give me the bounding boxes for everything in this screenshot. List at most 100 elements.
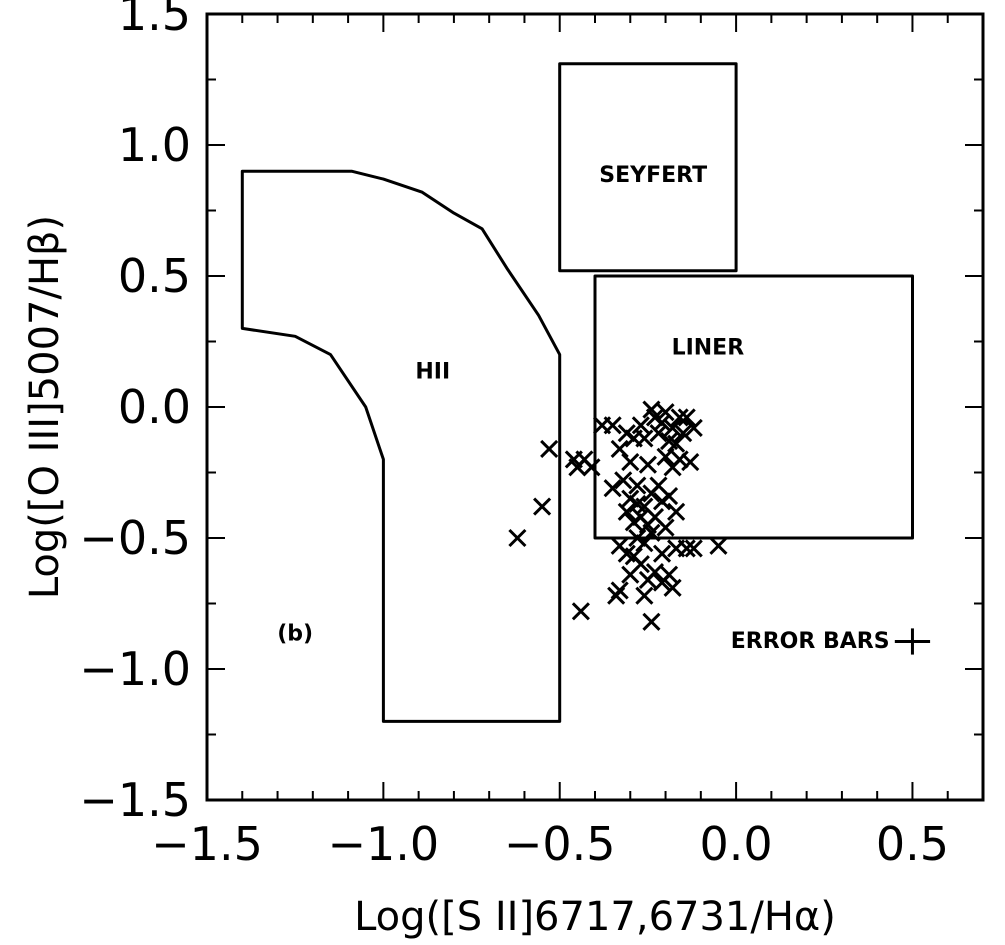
annotations: (b) ERROR BARS <box>277 621 889 654</box>
data-point-stroke <box>684 418 703 438</box>
data-point <box>628 494 647 514</box>
data-point-stroke <box>663 578 682 597</box>
data-point-stroke <box>628 494 647 514</box>
data-point <box>652 544 672 563</box>
data-point <box>667 502 686 521</box>
data-point-stroke <box>649 424 668 443</box>
y-tick-label: −1.0 <box>79 642 191 696</box>
data-point <box>642 612 661 631</box>
data-point <box>667 434 686 453</box>
data-point <box>663 578 682 597</box>
data-point <box>649 424 668 443</box>
x-axis-label: Log([S II]6717,6731/Hα) <box>354 894 836 940</box>
data-point <box>624 513 643 532</box>
data-point-stroke <box>635 497 654 516</box>
data-point <box>660 487 679 506</box>
data-point <box>635 429 654 448</box>
region-liner-boundary <box>593 274 914 540</box>
data-point-stroke <box>610 439 629 458</box>
data-point <box>677 408 696 427</box>
data-point-stroke <box>709 536 728 555</box>
regions: HII SEYFERT LINER <box>240 62 914 723</box>
data-point-stroke <box>642 484 661 503</box>
data-point <box>631 416 650 435</box>
data-point <box>656 403 675 422</box>
axis-ticks <box>206 13 983 801</box>
data-point-stroke <box>670 450 689 469</box>
data-point-stroke <box>681 452 700 472</box>
data-point <box>642 523 661 542</box>
data-point <box>621 452 640 472</box>
data-points <box>508 400 728 631</box>
data-point <box>614 471 633 490</box>
data-point <box>571 602 590 621</box>
y-tick-label: 0.0 <box>118 380 191 434</box>
data-point-stroke <box>621 452 640 472</box>
data-point <box>533 497 552 516</box>
x-tick-label: 0.0 <box>700 817 773 871</box>
data-point <box>681 452 700 472</box>
data-point-stroke <box>533 497 552 516</box>
x-tick-label: 0.5 <box>876 817 949 871</box>
data-point-stroke <box>663 418 682 438</box>
data-point-stroke <box>642 523 661 542</box>
data-point <box>582 458 601 477</box>
data-point-stroke <box>660 487 679 506</box>
data-point-stroke <box>674 424 693 443</box>
region-hii-label: HII <box>415 359 450 384</box>
data-point <box>656 518 675 537</box>
y-axis-label: Log([O III]5007/Hβ) <box>22 215 68 599</box>
y-tick-label: 0.5 <box>118 249 191 303</box>
data-point <box>540 439 559 458</box>
tick-labels: −1.5 −1.0 −0.5 0.0 0.5 1.5 1.0 0.5 0.0 −0.5 −1.0 −1… <box>79 0 949 871</box>
data-point <box>603 479 622 498</box>
data-point-stroke <box>628 476 647 495</box>
data-point-stroke <box>677 539 696 558</box>
data-point-stroke <box>656 447 675 466</box>
data-point-stroke <box>656 518 675 537</box>
y-tick-label: 1.5 <box>118 0 191 41</box>
data-point <box>645 562 665 582</box>
data-point-stroke <box>582 458 601 477</box>
data-point <box>603 416 622 435</box>
data-point-stroke <box>652 413 672 432</box>
data-point-stroke <box>635 586 654 605</box>
data-point <box>670 408 689 427</box>
data-point-stroke <box>571 602 590 621</box>
data-point-stroke <box>603 479 622 498</box>
data-point-stroke <box>603 416 622 435</box>
y-tick-label: −1.5 <box>79 773 191 827</box>
x-tick-label: −1.5 <box>151 817 263 871</box>
data-point <box>674 424 693 443</box>
data-point-stroke <box>660 565 679 584</box>
y-tick-label: 1.0 <box>118 118 191 172</box>
data-point-stroke <box>540 439 559 458</box>
data-point-stroke <box>670 408 689 427</box>
region-seyfert-label: SEYFERT <box>599 163 707 188</box>
data-point-stroke <box>677 408 696 427</box>
data-point-stroke <box>642 400 661 419</box>
data-point-stroke <box>652 544 672 563</box>
data-point-stroke <box>635 534 654 553</box>
data-point-stroke <box>667 434 686 453</box>
data-point-stroke <box>508 528 527 548</box>
data-point <box>684 418 703 438</box>
data-point <box>656 447 675 466</box>
data-point-stroke <box>642 612 661 631</box>
data-point <box>617 502 636 521</box>
data-point <box>660 565 679 584</box>
data-point <box>628 476 647 495</box>
data-point-stroke <box>624 513 643 532</box>
data-point <box>508 528 527 548</box>
annotation-label: (b) <box>277 621 313 646</box>
data-point <box>684 539 703 558</box>
x-tick-label: −0.5 <box>504 817 616 871</box>
x-tick-label: −1.0 <box>328 817 440 871</box>
data-point-stroke <box>624 547 643 566</box>
data-point <box>607 586 626 605</box>
data-point <box>610 439 629 458</box>
data-point <box>635 586 654 605</box>
error-bar-marker <box>894 628 931 655</box>
data-point <box>652 413 672 432</box>
